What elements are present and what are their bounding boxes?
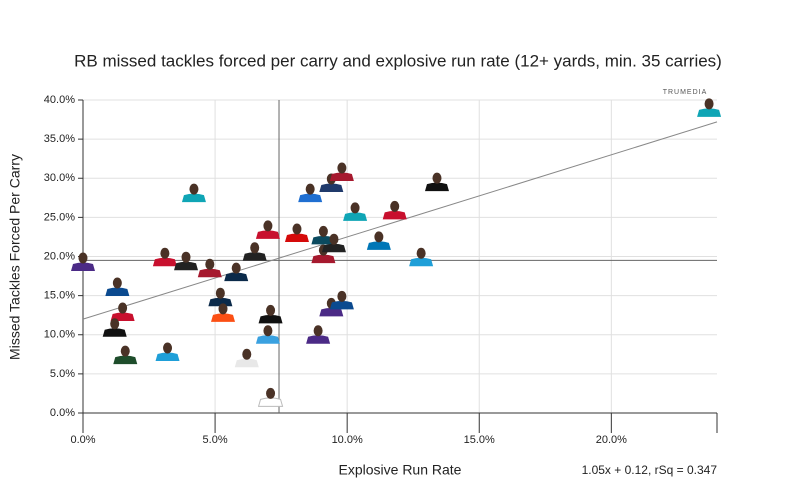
jersey [105,287,130,297]
headshot [432,172,442,184]
headshot [266,304,276,316]
y-tick-label: 30.0% [44,172,75,184]
y-tick-label: 20.0% [44,250,75,262]
headshot [266,387,276,399]
jersey [208,297,233,307]
jersey [329,300,354,310]
jersey [298,193,323,203]
headshot [250,242,260,254]
headshot [374,231,384,243]
jersey [234,358,259,368]
jersey [102,328,127,337]
logo: TRUMEDIA [663,89,708,96]
jersey [211,313,236,322]
x-tick-label: 5.0% [203,434,228,446]
headshot [215,287,225,299]
jersey [181,193,206,203]
y-tick-label: 0.0% [50,407,75,419]
jersey [284,233,309,243]
jersey [224,272,249,282]
headshot [313,325,323,337]
jersey [319,183,344,192]
jersey [255,335,280,344]
jersey [321,243,346,253]
jersey [257,397,284,407]
jersey [366,241,391,250]
headshot [305,183,315,195]
x-axis-label: Explosive Run Rate [339,462,462,478]
headshot [390,200,400,212]
trend-annotation: 1.05x + 0.12, rSq = 0.347 [582,463,718,477]
jersey [155,352,180,361]
y-tick-label: 40.0% [44,94,75,106]
headshot [118,302,128,314]
jersey [242,252,267,261]
headshot [318,225,328,237]
headshot [78,252,88,264]
jersey [319,307,344,317]
headshot [160,247,170,259]
headshot [416,247,426,259]
headshot [189,183,199,195]
headshot [181,251,191,263]
jersey [174,261,199,271]
y-tick-label: 25.0% [44,211,75,223]
headshot [163,342,173,354]
headshot [292,223,302,235]
jersey [343,212,368,221]
chart-title: RB missed tackles forced per carry and e… [74,51,722,70]
jersey [113,355,138,365]
headshot [337,290,347,302]
headshot [350,202,360,214]
headshot [329,233,339,245]
y-tick-label: 35.0% [44,133,75,145]
jersey [697,108,722,117]
x-tick-label: 20.0% [596,434,627,446]
jersey [311,235,336,245]
headshot [205,258,215,270]
headshot [704,98,714,110]
jersey [258,314,283,324]
trendline [82,121,718,320]
headshot [337,162,347,174]
jersey [71,262,95,271]
jersey [197,268,222,278]
headshot [263,220,273,232]
headshot [242,348,252,360]
jersey [306,335,331,344]
headshot [231,262,241,274]
headshot [110,318,120,330]
jersey [329,172,354,181]
jersey [255,230,280,239]
x-tick-label: 10.0% [332,434,363,446]
x-tick-label: 0.0% [70,434,95,446]
headshot [263,325,273,337]
jersey [409,257,434,267]
jersey [311,254,336,264]
y-tick-label: 5.0% [50,368,75,380]
headshot [120,345,130,357]
jersey [424,182,449,192]
x-tick-label: 15.0% [464,434,495,446]
jersey [152,257,177,267]
jersey [382,210,407,220]
y-axis-label: Missed Tackles Forced Per Carry [7,154,23,360]
y-tick-label: 15.0% [44,290,75,302]
y-tick-label: 10.0% [44,329,75,341]
headshot [112,277,122,289]
headshot [218,303,228,315]
